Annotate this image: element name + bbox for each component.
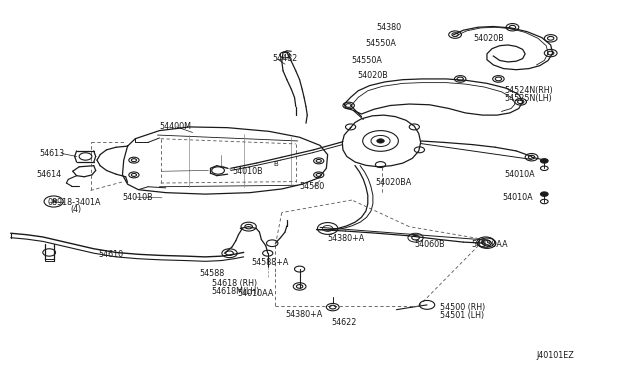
Text: 54482: 54482	[272, 54, 298, 63]
Text: 54550AA: 54550AA	[472, 240, 508, 249]
Text: 54550A: 54550A	[365, 39, 396, 48]
Text: J40101EZ: J40101EZ	[537, 350, 575, 360]
Text: 54400M: 54400M	[159, 122, 191, 131]
Circle shape	[377, 139, 385, 143]
Text: 54010AA: 54010AA	[237, 289, 273, 298]
Text: 54060B: 54060B	[414, 240, 445, 249]
Text: 54588: 54588	[199, 269, 224, 278]
Text: 54010A: 54010A	[505, 170, 536, 179]
Text: 54020B: 54020B	[357, 71, 388, 80]
Text: 54618M(LH): 54618M(LH)	[212, 287, 260, 296]
Text: 54525N(LH): 54525N(LH)	[505, 94, 552, 103]
Circle shape	[540, 159, 548, 163]
Text: 08918-3401A: 08918-3401A	[48, 198, 101, 207]
Text: 54010B: 54010B	[232, 167, 262, 176]
Text: 54380+A: 54380+A	[285, 310, 322, 319]
Text: 54618 (RH): 54618 (RH)	[212, 279, 257, 288]
Text: 54380+A: 54380+A	[328, 234, 365, 243]
Text: 54501 (LH): 54501 (LH)	[440, 311, 484, 320]
Text: 54020BA: 54020BA	[376, 178, 412, 187]
Text: 54622: 54622	[332, 318, 357, 327]
Text: 54020B: 54020B	[473, 34, 504, 43]
Circle shape	[540, 192, 548, 196]
Text: 54010B: 54010B	[122, 193, 153, 202]
Text: 54588+A: 54588+A	[251, 258, 289, 267]
Text: 54500 (RH): 54500 (RH)	[440, 303, 485, 312]
Text: 54613: 54613	[40, 149, 65, 158]
Text: 54550A: 54550A	[352, 56, 383, 65]
Text: 54380: 54380	[376, 23, 401, 32]
Text: (4): (4)	[70, 205, 81, 215]
Text: 54610: 54610	[99, 250, 124, 259]
Text: 54614: 54614	[36, 170, 61, 179]
Text: B: B	[273, 161, 278, 167]
Text: 54580: 54580	[300, 182, 325, 191]
Text: 54010A: 54010A	[502, 193, 533, 202]
Text: N: N	[51, 199, 56, 204]
Text: 54524N(RH): 54524N(RH)	[505, 86, 554, 94]
